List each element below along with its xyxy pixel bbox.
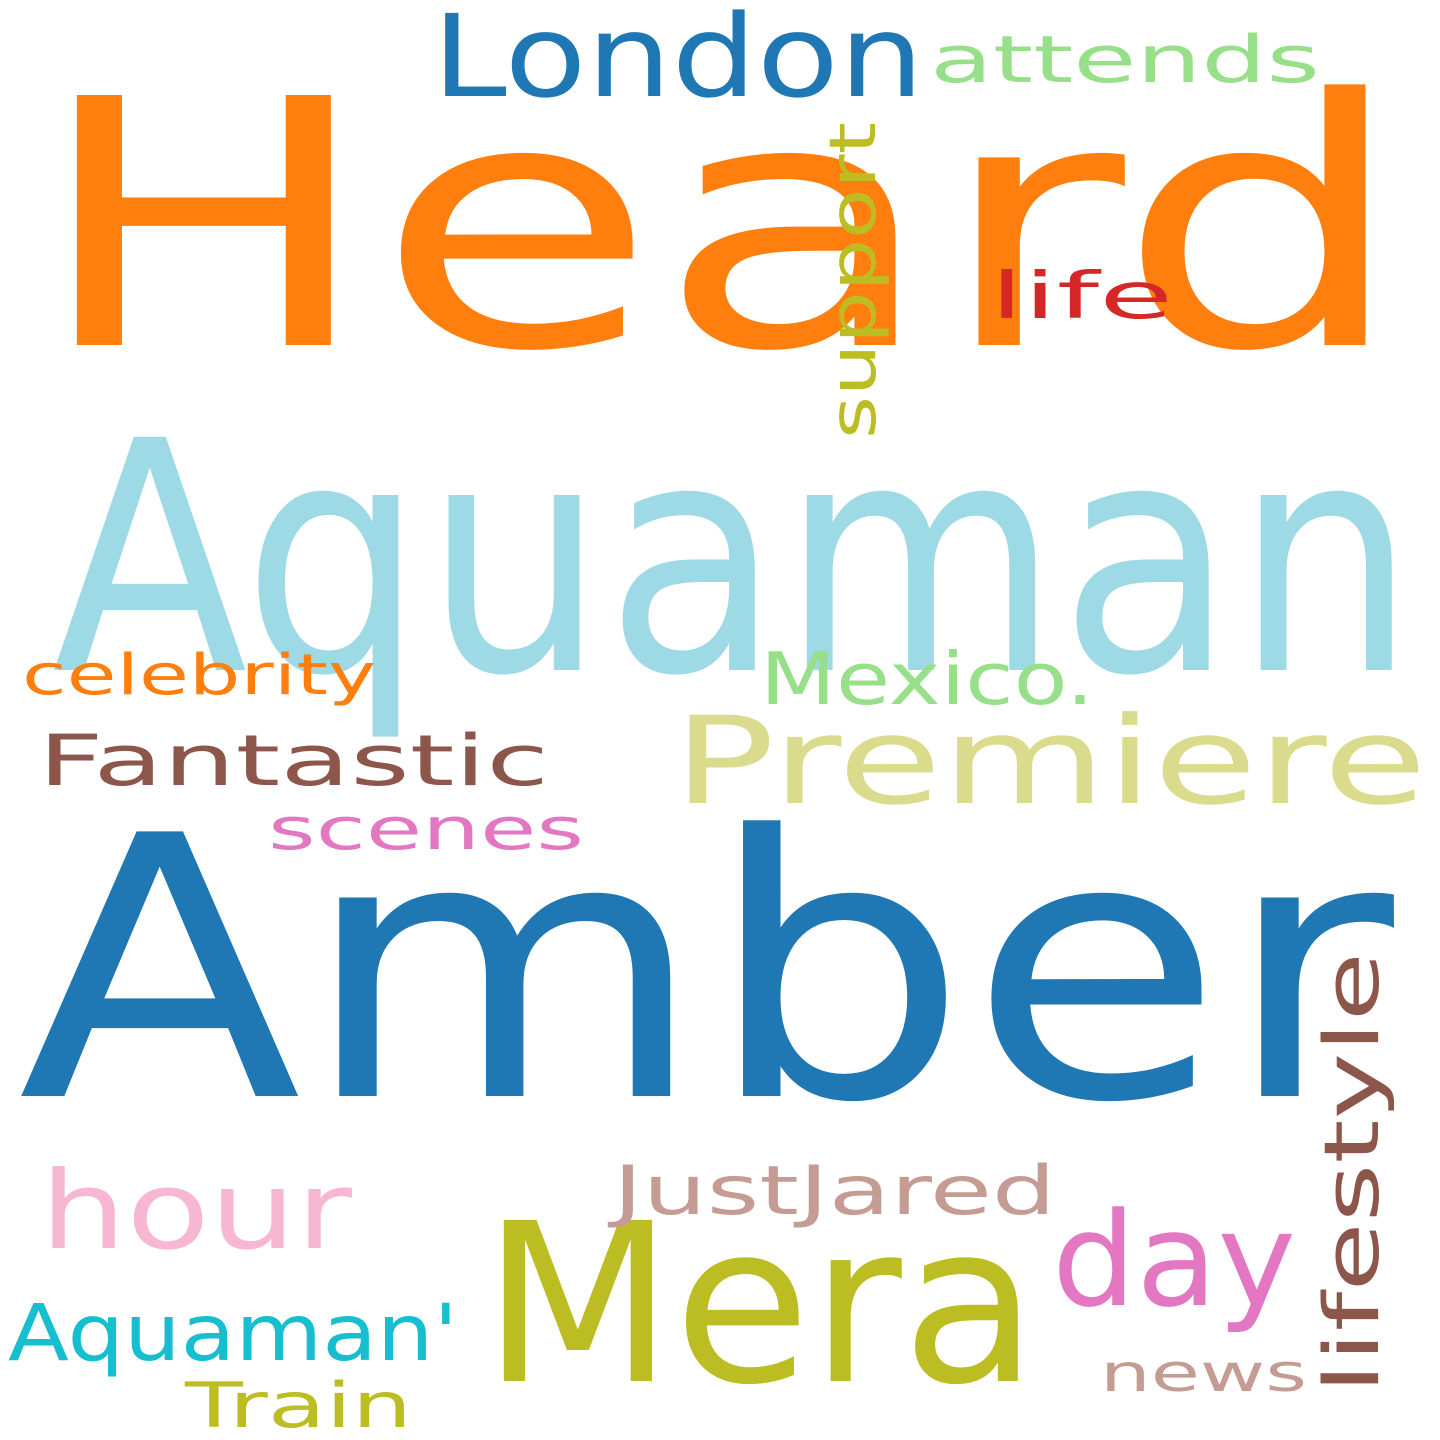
word-scenes: scenes	[268, 795, 584, 863]
word-support: support	[817, 122, 891, 439]
word-premiere: Premiere	[673, 691, 1427, 832]
word-mexico: Mexico.	[760, 637, 1094, 721]
word-aquaman-quote: Aquaman'	[8, 1289, 459, 1379]
word-train: Train	[185, 1369, 412, 1440]
word-celebrity: celebrity	[22, 643, 376, 708]
word-justjared: JustJared	[613, 1152, 1056, 1231]
word-news: news	[1100, 1344, 1307, 1404]
word-heard: Heard	[32, 27, 1407, 426]
word-amber: Amber	[18, 759, 1394, 1182]
word-day: day	[1052, 1184, 1296, 1336]
word-hour: hour	[40, 1149, 352, 1274]
word-life: life	[990, 260, 1173, 334]
word-aquaman: Aquaman	[52, 374, 1416, 746]
word-attends: attends	[930, 23, 1320, 98]
word-lifestyle: lifestyle	[1307, 952, 1396, 1394]
word-london: London	[432, 0, 924, 123]
word-fantastic: Fantastic	[38, 720, 549, 802]
word-mera: Mera	[482, 1177, 1038, 1434]
